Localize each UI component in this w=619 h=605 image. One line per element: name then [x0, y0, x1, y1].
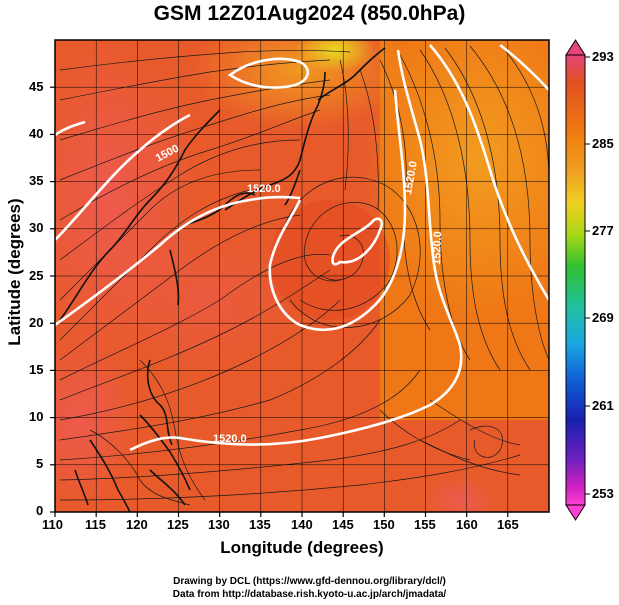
contour-label: 1520.0: [402, 160, 420, 195]
contour-label: 1520.0: [213, 433, 247, 445]
temperature-field: [55, 40, 549, 512]
y-tick-label: 45: [29, 79, 44, 94]
height-contours: [55, 43, 549, 452]
chart-title: GSM 12Z01Aug2024 (850.0hPa): [153, 2, 466, 25]
colorbar-tick-label: 293: [592, 49, 614, 64]
y-tick-label: 25: [29, 268, 44, 283]
x-axis-label: Longitude (degrees): [220, 538, 384, 557]
x-tick-label: 115: [85, 517, 106, 532]
y-tick-label: 30: [29, 220, 44, 235]
colorbar-tick-label: 261: [592, 398, 614, 413]
coastlines: [59, 47, 386, 512]
x-tick-label: 140: [291, 517, 313, 532]
y-tick-label: 20: [29, 315, 44, 330]
x-tick-label: 165: [497, 517, 519, 532]
credit-drawing: Drawing by DCL (https://www.gfd-dennou.o…: [173, 576, 446, 587]
colorbar-max-arrow: [565, 39, 586, 56]
colorbar-tick-label: 285: [592, 136, 614, 151]
x-tick-label: 150: [373, 517, 395, 532]
x-tick-label: 120: [126, 517, 148, 532]
x-tick-label: 125: [167, 517, 189, 532]
y-tick-label: 35: [29, 173, 44, 188]
credit-data: Data from http://database.rish.kyoto-u.a…: [172, 589, 447, 600]
x-tick-label: 160: [456, 517, 478, 532]
y-tick-label: 15: [29, 362, 44, 377]
y-tick-label: 40: [29, 126, 44, 141]
x-tick-label: 135: [249, 517, 271, 532]
y-tick-label: 0: [36, 503, 44, 518]
colorbar-tick-label: 269: [592, 310, 614, 325]
colorbar-tick-label: 277: [592, 223, 614, 238]
colorbar-tick-label: 253: [592, 486, 614, 501]
x-tick-label: 110: [42, 517, 63, 532]
x-tick-label: 130: [208, 517, 230, 532]
contour-label: 1520.0: [247, 183, 281, 195]
contour-label: 1520.0: [431, 231, 444, 265]
colorbar: [565, 39, 590, 521]
y-axis-label: Latitude (degrees): [5, 198, 24, 346]
x-tick-label: 145: [332, 517, 354, 532]
axis-ticks: [50, 86, 509, 517]
y-tick-label: 10: [29, 409, 44, 424]
x-tick-label: 155: [414, 517, 436, 532]
y-tick-label: 5: [36, 456, 44, 471]
colorbar-min-arrow: [565, 504, 586, 521]
